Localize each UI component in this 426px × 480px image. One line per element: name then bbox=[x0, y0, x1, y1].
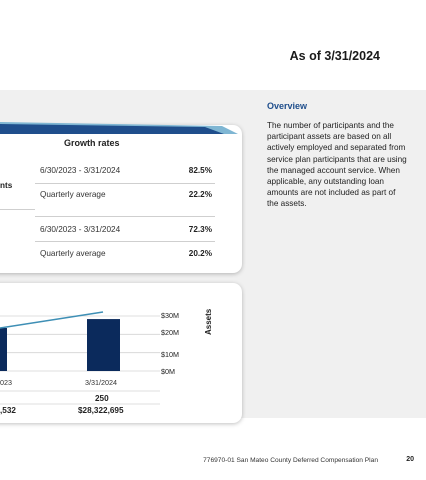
y-axis-title: Assets bbox=[204, 308, 213, 335]
y-tick-label: $0M bbox=[161, 367, 175, 376]
growth-value: 20.2% bbox=[188, 249, 212, 258]
divider bbox=[35, 216, 215, 217]
header-swoosh bbox=[0, 122, 238, 134]
growth-value: 82.5% bbox=[188, 166, 212, 175]
page-number: 20 bbox=[406, 456, 414, 463]
divider bbox=[35, 183, 215, 184]
bar-3-31-2024 bbox=[87, 319, 120, 371]
y-tick-label: $30M bbox=[161, 311, 179, 320]
growth-rates-card bbox=[0, 125, 242, 273]
growth-period-label: 6/30/2023 - 3/31/2024 bbox=[40, 225, 121, 234]
y-tick-label: $20M bbox=[161, 328, 179, 337]
growth-period-label: 6/30/2023 - 3/31/2024 bbox=[40, 166, 121, 175]
divider bbox=[0, 209, 35, 210]
y-tick-label: $10M bbox=[161, 350, 179, 359]
growth-rates-title: Growth rates bbox=[64, 138, 120, 148]
participants-line bbox=[0, 311, 104, 329]
divider bbox=[35, 241, 215, 242]
asset-amount-label: ,532 bbox=[0, 406, 16, 415]
growth-period-label: Quarterly average bbox=[40, 249, 106, 258]
as-of-date: As of 3/31/2024 bbox=[289, 49, 380, 63]
x-tick-label: 023 bbox=[0, 378, 12, 387]
footer-text: 776970-01 San Mateo County Deferred Comp… bbox=[203, 457, 378, 464]
asset-amount-label: $28,322,695 bbox=[78, 406, 124, 415]
growth-value: 72.3% bbox=[188, 225, 212, 234]
assets-chart bbox=[0, 311, 160, 405]
growth-period-label: Quarterly average bbox=[40, 190, 106, 199]
growth-value: 22.2% bbox=[188, 190, 212, 199]
overview-text: The number of participants and the parti… bbox=[267, 121, 407, 209]
overview-title: Overview bbox=[267, 101, 308, 111]
participant-count-label: 250 bbox=[95, 394, 109, 403]
participants-label: nts bbox=[0, 181, 13, 190]
bar-left bbox=[0, 328, 7, 371]
x-tick-label: 3/31/2024 bbox=[85, 378, 117, 387]
